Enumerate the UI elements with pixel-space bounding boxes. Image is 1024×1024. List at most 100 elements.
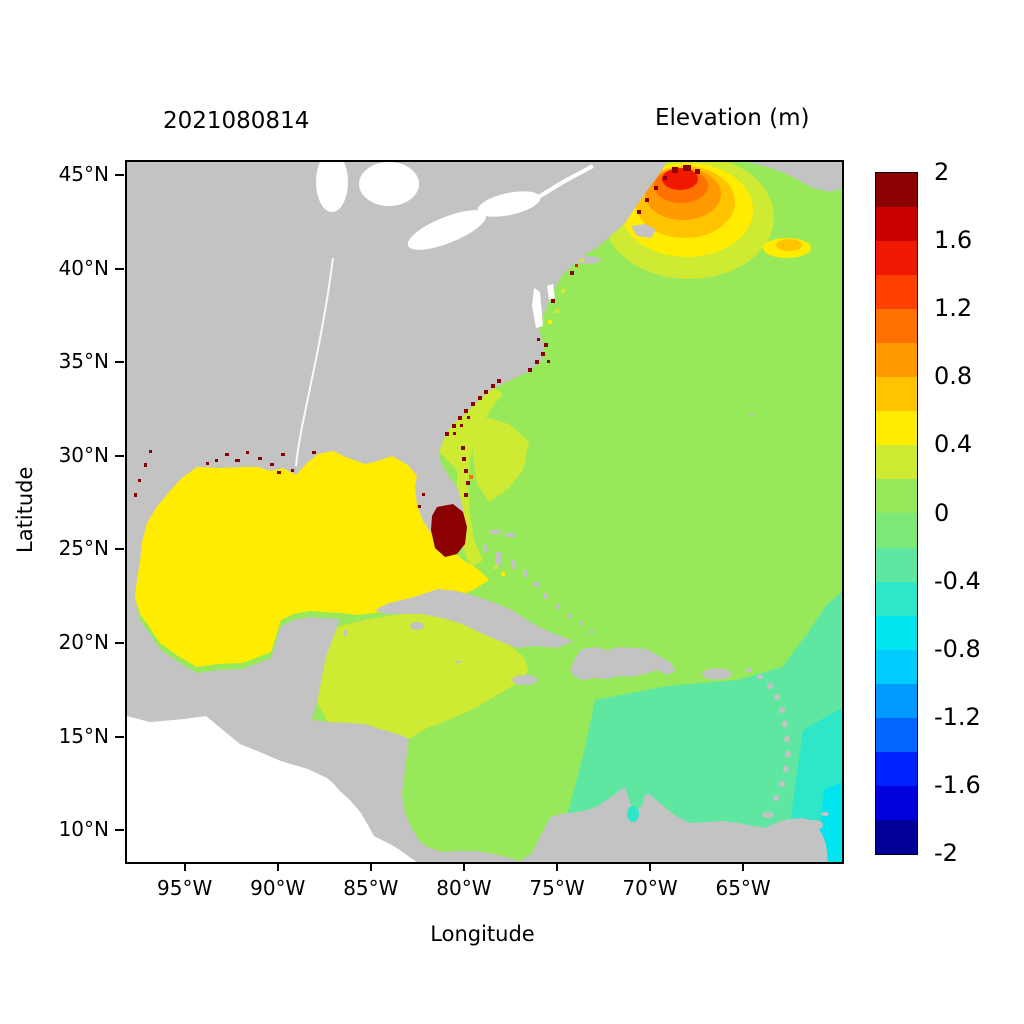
estuary-yellow-green-speckles (493, 259, 584, 569)
bahamas-islands (483, 530, 593, 633)
y-tick-label: 20°N (58, 630, 109, 654)
plot-timestamp: 2021080814 (163, 108, 310, 134)
x-tick-label: 80°W (436, 876, 492, 900)
colorbar-labels: 2 1.6 1.2 0.8 0.4 0 -0.4 -0.8 -1.2 -1.6 -2 (934, 158, 1004, 867)
colorbar-cell (876, 173, 917, 208)
lake-erie (407, 210, 487, 250)
colorbar-cell (876, 785, 917, 820)
y-axis-ticks: 45°N 40°N 35°N 30°N 25°N 20°N 15°N 10°N (0, 160, 124, 860)
plot-title: Elevation (m) (655, 105, 810, 131)
jamaica (512, 675, 538, 685)
blake-shelf-patch (473, 414, 529, 502)
puerto-rico (702, 668, 732, 680)
x-tick-label: 70°W (622, 876, 678, 900)
y-tick-label: 30°N (58, 442, 109, 467)
fl-coast-orange-speck (469, 475, 473, 479)
lakes-group (295, 162, 594, 467)
cuba (375, 589, 574, 648)
lake-huron (359, 162, 419, 206)
colorbar-tick-label: 0.8 (934, 362, 973, 391)
colorbar-cell (876, 717, 917, 752)
lesser-antilles (652, 667, 829, 830)
colorbar-cell (876, 683, 917, 718)
hispaniola (570, 647, 676, 680)
x-tick-label: 90°W (250, 876, 306, 900)
x-tick-mark (649, 862, 652, 871)
colorbar-tick-label: 1.6 (934, 226, 973, 255)
colorbar-cell (876, 275, 917, 310)
x-tick-mark (742, 862, 745, 871)
north-and-central-america (127, 162, 828, 862)
map-plot-area (125, 160, 844, 864)
mississippi-river (295, 257, 334, 467)
dark-red-speckles (134, 165, 700, 557)
delaware-bay (547, 284, 555, 300)
se-caribbean-region (557, 592, 842, 862)
x-axis-title: Longitude (430, 922, 535, 946)
lake-maracaibo (627, 806, 639, 822)
estuary-yellow-speckles (501, 320, 552, 576)
gulf-of-maine-red-core (662, 168, 698, 190)
colorbar-tick-label: -2 (934, 839, 958, 867)
ny-harbor-speck (575, 264, 578, 267)
y-tick-mark (115, 548, 124, 551)
x-axis-ticks: 95°W 90°W 85°W 80°W 75°W 70°W 65°W (125, 862, 840, 914)
colorbar-cell (876, 411, 917, 446)
y-tick-mark (115, 173, 124, 176)
y-tick-label: 10°N (58, 817, 109, 842)
colorbar-cell (876, 751, 917, 786)
colorbar-tick-label: 2 (934, 158, 950, 186)
chesapeake-bay (532, 288, 543, 328)
colorbar-cell (876, 241, 917, 276)
colorbar-cell (876, 649, 917, 684)
colorbar-tick-label: -1.6 (934, 770, 981, 799)
y-tick-label: 35°N (58, 349, 109, 374)
land-group (127, 162, 842, 862)
cozumel (344, 630, 347, 636)
nw-caribbean-patch (317, 612, 529, 739)
map-svg (127, 162, 842, 862)
y-tick-mark (115, 642, 124, 644)
cayman (455, 661, 461, 663)
y-tick-label: 15°N (58, 723, 109, 748)
y-tick-mark (115, 454, 124, 457)
lake-michigan (316, 162, 348, 212)
colorbar-cell (876, 615, 917, 650)
y-tick-label: 45°N (58, 161, 109, 186)
x-tick-mark (183, 862, 186, 871)
colorbar-tick-label: 0.4 (934, 430, 973, 459)
colorbar-cell (876, 819, 917, 854)
x-tick-mark (276, 862, 279, 871)
y-tick-mark (115, 829, 124, 832)
x-tick-label: 65°W (715, 876, 771, 900)
colorbar-cell (876, 479, 917, 514)
long-island (571, 256, 601, 264)
x-tick-mark (369, 862, 372, 871)
south-florida-blob (431, 504, 467, 557)
colorbar-tick-label: 1.2 (934, 294, 973, 323)
gulf-of-mexico-region (135, 445, 489, 667)
x-tick-label: 85°W (343, 876, 399, 900)
x-tick-label: 95°W (157, 876, 213, 900)
x-tick-mark (462, 862, 465, 871)
elev-teal-regions (557, 592, 842, 862)
scotian-shelf-orange (776, 239, 802, 251)
y-tick-mark (115, 267, 124, 270)
pacific-outside-domain (127, 716, 417, 862)
colorbar-tick-label: 0 (934, 498, 950, 527)
isla-juventud (410, 622, 424, 630)
colorbar-cell (876, 513, 917, 548)
y-tick-mark (115, 361, 124, 364)
st-lawrence-river (535, 164, 594, 200)
y-tick-label: 40°N (58, 255, 109, 280)
nova-scotia (747, 162, 842, 192)
colorbar-cell (876, 581, 917, 616)
bermuda (749, 414, 753, 416)
x-tick-label: 75°W (529, 876, 585, 900)
cape-cod (631, 224, 656, 238)
colorbar-tick-label: -0.4 (934, 566, 981, 595)
lake-ontario (477, 191, 541, 217)
colorbar-tick-label: -0.8 (934, 634, 981, 663)
colorbar-cell (876, 309, 917, 344)
